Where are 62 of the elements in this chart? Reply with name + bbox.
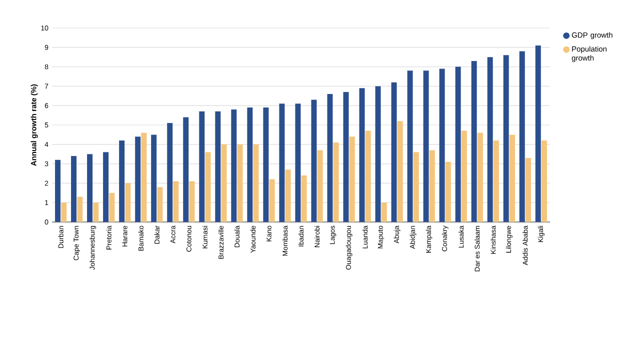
bar [349,136,355,222]
bar [359,88,365,222]
bar [525,158,531,222]
bar [263,108,269,222]
bar [519,51,525,222]
bar [311,100,317,222]
bar [327,94,333,222]
bar [269,179,275,222]
bar [167,123,173,222]
bar [343,92,349,222]
bar [317,150,323,222]
bar [237,144,243,222]
bar [221,144,227,222]
bar [55,160,61,222]
bar [455,66,461,222]
bar [77,196,83,222]
bar [471,60,477,222]
bar [301,175,307,222]
bar [93,202,99,222]
bar [253,144,259,222]
bar [141,132,147,222]
bar [333,142,339,222]
bar [205,152,211,222]
bar [119,140,125,222]
bar [285,170,291,222]
bar [247,108,253,222]
bar [151,134,157,222]
bar [61,202,67,222]
bar [381,202,387,222]
bar [365,130,371,222]
bar [407,70,413,222]
bar [157,187,163,222]
bar [135,136,141,222]
bar [487,57,493,222]
bar [279,104,285,222]
bar [439,68,445,222]
bar [429,150,435,222]
bar [189,181,195,222]
bar [397,121,403,222]
bar [87,154,93,222]
bar [375,86,381,222]
bar [509,134,515,222]
bar [391,82,397,222]
bar [413,152,419,222]
bar [231,109,237,222]
bar [125,183,131,222]
bar [103,152,109,222]
bar [183,117,189,222]
bar [445,162,451,222]
bar [423,70,429,222]
bar [109,192,115,222]
bar [541,140,547,222]
bar [295,104,301,222]
bar [199,111,205,222]
bar [71,156,77,222]
bar [477,132,483,222]
bar [215,111,221,222]
bar [173,181,179,222]
bar [535,45,541,222]
bar [493,140,499,222]
bar [461,130,467,222]
bar [503,55,509,222]
